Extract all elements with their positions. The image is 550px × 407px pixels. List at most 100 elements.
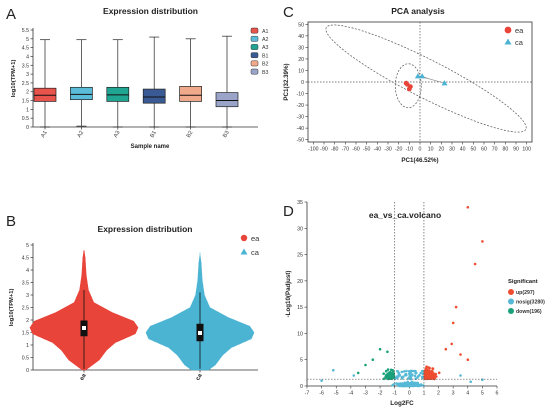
panel-letter-d: D (283, 203, 294, 220)
volcano-point (386, 376, 390, 380)
y-tick-label: 1 (26, 107, 29, 113)
y-tick-label: 10 (298, 68, 304, 74)
legend-marker-ca (240, 248, 248, 255)
volcano-point (459, 353, 462, 356)
x-tick-label: 30 (449, 147, 455, 153)
y-tick-label: 2.5 (22, 81, 29, 87)
centroid-spoke (428, 78, 445, 84)
x-tick-label: -80 (331, 147, 339, 153)
x-tick-label: 4 (466, 391, 469, 397)
x-tick-label: -20 (395, 147, 403, 153)
volcano-point (433, 377, 436, 381)
volcano-point (389, 368, 393, 372)
panel-b-violin-plot: Expression distribution 0 0.5 1 1.5 2 2.5 3 3.5 4… (9, 224, 260, 382)
volcano-point (356, 371, 360, 375)
volcano-point (435, 375, 438, 378)
legend-marker-ea (240, 234, 248, 242)
volcano-point (450, 342, 454, 346)
point-ea (406, 86, 412, 92)
volcano-point (481, 378, 484, 382)
volcano-point (386, 368, 390, 371)
x-tick-label: -5 (334, 391, 339, 397)
x-tick-label: 5 (481, 391, 484, 397)
volcano-point (424, 367, 428, 370)
panel-c-pca-plot: PCA analysis-100 -90 -80 -70 -60 -50 -40 -30 -20… (283, 6, 533, 164)
x-tick-label: A3 (113, 130, 122, 139)
x-tick-label: -70 (342, 147, 350, 153)
volcano-point (388, 372, 391, 376)
volcano-point (421, 376, 424, 380)
panel-a-box-plot: Expression distribution 0 0.5 1 1.5 2 2.5 3 3.5 4… (11, 6, 269, 150)
y-tick-label: 2.5 (22, 306, 29, 312)
y-tick-label: 4.5 (22, 46, 29, 52)
volcano-point (384, 369, 388, 373)
y-tick-label: 25 (297, 253, 303, 259)
volcano-point (409, 383, 412, 387)
x-axis-label: Log2FC (390, 400, 414, 407)
violin-median (198, 331, 202, 335)
legend-label: down(196) (516, 309, 542, 315)
x-tick-label: -30 (384, 147, 392, 153)
volcano-point (416, 384, 420, 388)
volcano-point (408, 373, 412, 376)
x-tick-label: 40 (460, 147, 466, 153)
y-tick-label: -50 (297, 138, 305, 144)
y-tick-label: 15 (297, 305, 303, 311)
volcano-point (444, 347, 448, 351)
box (142, 88, 166, 104)
volcano-point (428, 366, 431, 370)
y-tick-label: 2 (26, 318, 29, 324)
volcano-point (466, 206, 470, 209)
y-tick-label: 3.5 (22, 63, 29, 69)
volcano-point (378, 347, 382, 351)
x-tick-label: 1 (422, 391, 425, 397)
legend-label: A1 (262, 29, 269, 35)
x-tick-label: 0 (408, 391, 411, 397)
legend-swatch (250, 68, 259, 75)
legend-swatch (250, 52, 259, 59)
violin-median (82, 326, 86, 330)
volcano-point (414, 371, 418, 375)
volcano-point (434, 372, 438, 376)
x-tick-label: 80 (502, 147, 508, 153)
volcano-point (411, 383, 414, 387)
y-tick-label: 3 (26, 293, 29, 299)
y-tick-label: -30 (297, 115, 305, 121)
y-tick-label: 4.5 (22, 256, 29, 262)
x-tick-label: 10 (428, 147, 434, 153)
volcano-point (451, 321, 455, 325)
volcano-point (430, 376, 433, 380)
x-tick-label: 6 (496, 391, 499, 397)
chart-title: ea_vs_ca.volcano (369, 210, 441, 220)
point-ea (403, 80, 409, 86)
x-tick-label: -6 (319, 391, 324, 397)
x-tick-label: 3 (452, 391, 455, 397)
volcano-point (432, 375, 436, 378)
x-axis-label: Sample name (131, 144, 170, 150)
volcano-point (382, 377, 386, 381)
x-tick-label: A2 (77, 130, 86, 139)
x-tick-label: -100 (308, 147, 318, 153)
y-tick-label: 2 (26, 90, 29, 96)
volcano-point (400, 370, 404, 374)
y-tick-label: 20 (298, 57, 304, 63)
volcano-point (419, 371, 423, 375)
y-tick-label: 1.5 (22, 331, 29, 337)
x-tick-label: -3 (363, 391, 368, 397)
legend-label: nosig(3280) (516, 300, 545, 306)
y-tick-label: 3 (26, 72, 29, 78)
volcano-point (422, 384, 425, 387)
volcano-point (469, 380, 473, 384)
ellipse-ca (325, 24, 527, 133)
y-tick-label: -10 (297, 92, 305, 98)
volcano-point (431, 370, 434, 373)
x-tick-label: -50 (363, 147, 371, 153)
x-tick-label: 0 (419, 147, 422, 153)
y-tick-label: -40 (297, 126, 305, 132)
x-tick-label: -7 (305, 391, 310, 397)
legend-label: ca (251, 248, 260, 257)
legend-marker (508, 289, 514, 295)
volcano-point (417, 375, 420, 378)
y-tick-label: 1.5 (22, 99, 29, 105)
